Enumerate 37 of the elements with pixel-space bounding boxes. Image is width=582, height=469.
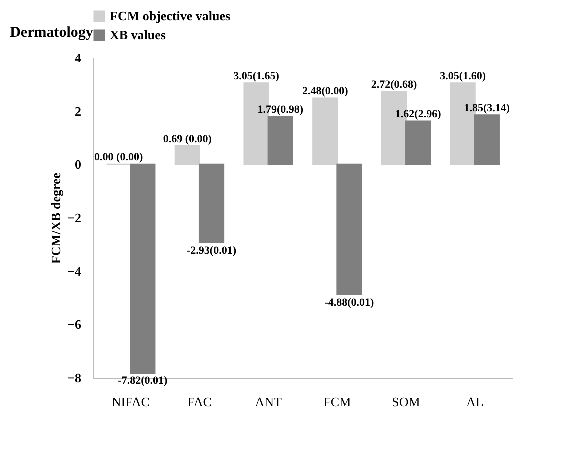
data-label: 2.48(0.00) (302, 86, 349, 98)
y-axis-title: FCM/XB degree (48, 172, 64, 264)
chart-title: Dermatology (10, 25, 94, 41)
x-tick-label: AL (466, 394, 484, 410)
bar (130, 164, 156, 374)
x-tick-label: NIFAC (112, 394, 150, 410)
bar (474, 114, 500, 166)
x-tick-label: SOM (392, 394, 421, 410)
y-tick-label: −4 (68, 264, 82, 279)
data-label: 1.62(2.96) (395, 108, 442, 120)
data-label: 1.85(3.14) (464, 102, 510, 114)
y-tick-label: 2 (75, 104, 82, 119)
data-label: -4.88(0.01) (324, 296, 375, 309)
data-label: -2.93(0.01) (187, 244, 237, 257)
legend-label: FCM objective values (110, 8, 231, 24)
bar (268, 116, 294, 166)
bar (312, 98, 338, 166)
data-label: 3.05(1.60) (440, 70, 486, 82)
bar (198, 164, 225, 244)
x-tick-label: FCM (324, 394, 352, 410)
data-label: 0.00 (0.00) (94, 152, 144, 164)
data-label: 0.69 (0.00) (163, 133, 212, 146)
y-tick-label: −8 (68, 370, 82, 386)
x-tick-label: ANT (255, 394, 282, 410)
legend-label: XB values (110, 28, 166, 42)
data-label: 3.05(1.65) (234, 70, 280, 82)
bar (336, 164, 362, 296)
y-tick-label: 4 (75, 50, 82, 66)
y-tick-label: −2 (68, 210, 82, 226)
bar (174, 146, 200, 166)
data-label: -7.82(0.01) (118, 375, 168, 388)
bar (406, 120, 432, 166)
y-tick-label: −6 (68, 317, 82, 332)
x-tick-label: FAC (188, 394, 212, 410)
data-label: 1.79(0.98) (258, 104, 304, 116)
y-tick-label: 0 (75, 157, 82, 172)
data-label: 2.72(0.68) (371, 79, 418, 92)
